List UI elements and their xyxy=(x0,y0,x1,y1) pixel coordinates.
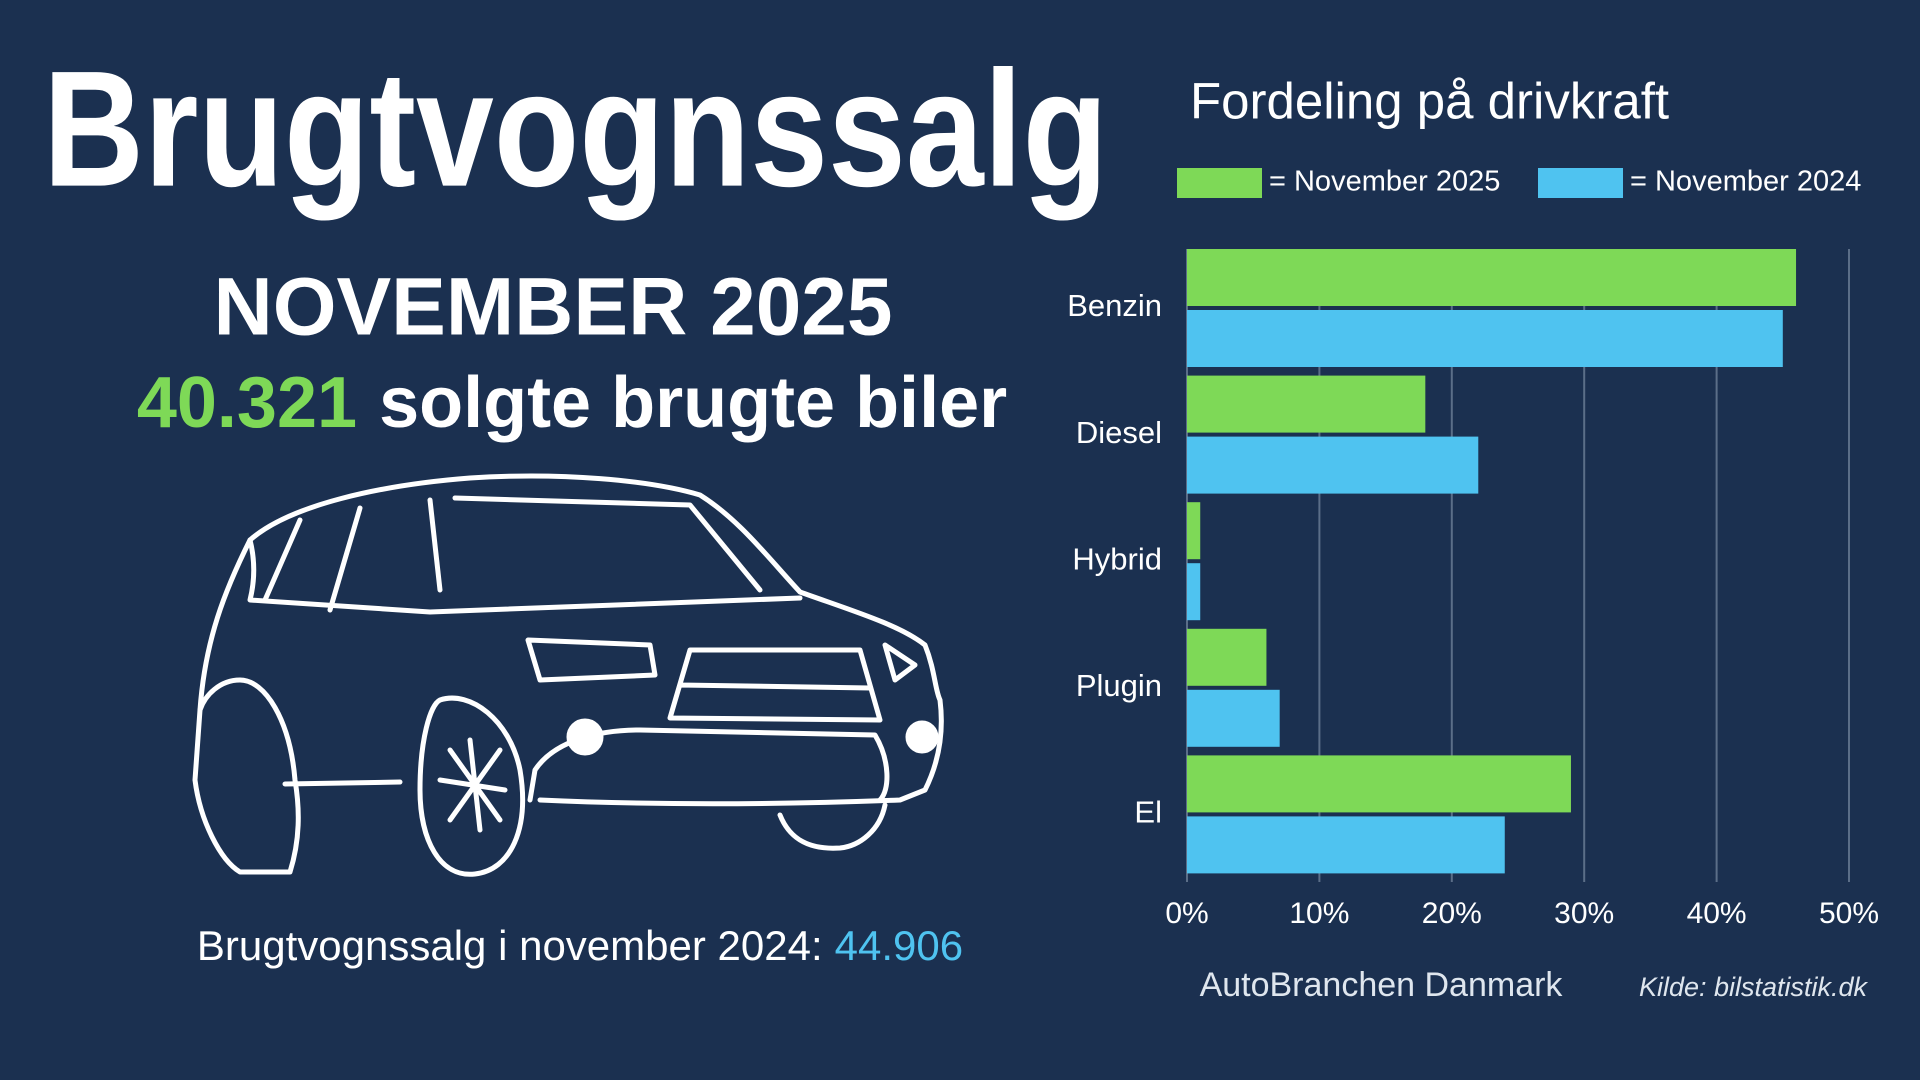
headlights xyxy=(525,637,918,683)
bar xyxy=(1187,628,1267,686)
comparison-value: 44.906 xyxy=(835,922,963,969)
legend-swatch xyxy=(1538,168,1623,198)
fog-light-right xyxy=(905,720,939,754)
y-tick-label: Plugin xyxy=(1076,668,1162,703)
bar xyxy=(1187,310,1783,367)
bar xyxy=(1187,689,1280,747)
legend-swatch xyxy=(1177,168,1262,198)
car-illustration xyxy=(192,473,944,877)
sales-text: solgte brugte biler xyxy=(379,363,1007,443)
car-details xyxy=(282,779,888,851)
legend-label: = November 2024 xyxy=(1630,166,1861,198)
car-belt-line xyxy=(247,537,803,615)
y-tick-label: El xyxy=(1134,795,1162,830)
legend-label: = November 2025 xyxy=(1269,166,1500,198)
x-tick-label: 50% xyxy=(1819,897,1879,930)
bar xyxy=(1187,563,1201,621)
front-wheel xyxy=(417,695,526,877)
bar-chart: Fordeling på drivkraft = November 2025 = … xyxy=(1067,72,1879,929)
y-tick-label: Benzin xyxy=(1067,288,1162,323)
x-tick-label: 40% xyxy=(1687,897,1747,930)
source: Kilde: bilstatistik.dk xyxy=(1639,972,1869,1002)
y-tick-label: Diesel xyxy=(1076,415,1162,450)
fog-light-left xyxy=(566,718,604,756)
subtitle: NOVEMBER 2025 xyxy=(213,262,892,353)
bar xyxy=(1187,816,1505,874)
sales-count: 40.321 xyxy=(137,363,357,443)
sales-line: 40.321 solgte brugte biler xyxy=(137,363,1007,443)
bar xyxy=(1187,249,1797,306)
y-tick-label: Hybrid xyxy=(1072,541,1162,576)
x-tick-label: 0% xyxy=(1165,897,1208,930)
chart-title: Fordeling på drivkraft xyxy=(1190,72,1669,129)
grille xyxy=(667,647,883,723)
x-tick-label: 10% xyxy=(1289,897,1349,930)
bar xyxy=(1187,755,1571,813)
car-body-outline xyxy=(197,473,944,807)
car-windows xyxy=(262,495,763,613)
wheel-spokes xyxy=(437,737,508,833)
bar xyxy=(1187,502,1201,560)
brand: AutoBranchen Danmark xyxy=(1200,966,1564,1004)
bar xyxy=(1187,436,1479,494)
front-bumper xyxy=(527,727,890,803)
comparison-text: Brugtvognssalg i november 2024: xyxy=(197,922,823,969)
bar xyxy=(1187,375,1426,433)
x-tick-label: 20% xyxy=(1422,897,1482,930)
main-title: Brugtvognssalg xyxy=(43,37,1108,221)
x-tick-label: 30% xyxy=(1554,897,1614,930)
comparison-line: Brugtvognssalg i november 2024: 44.906 xyxy=(197,922,963,969)
